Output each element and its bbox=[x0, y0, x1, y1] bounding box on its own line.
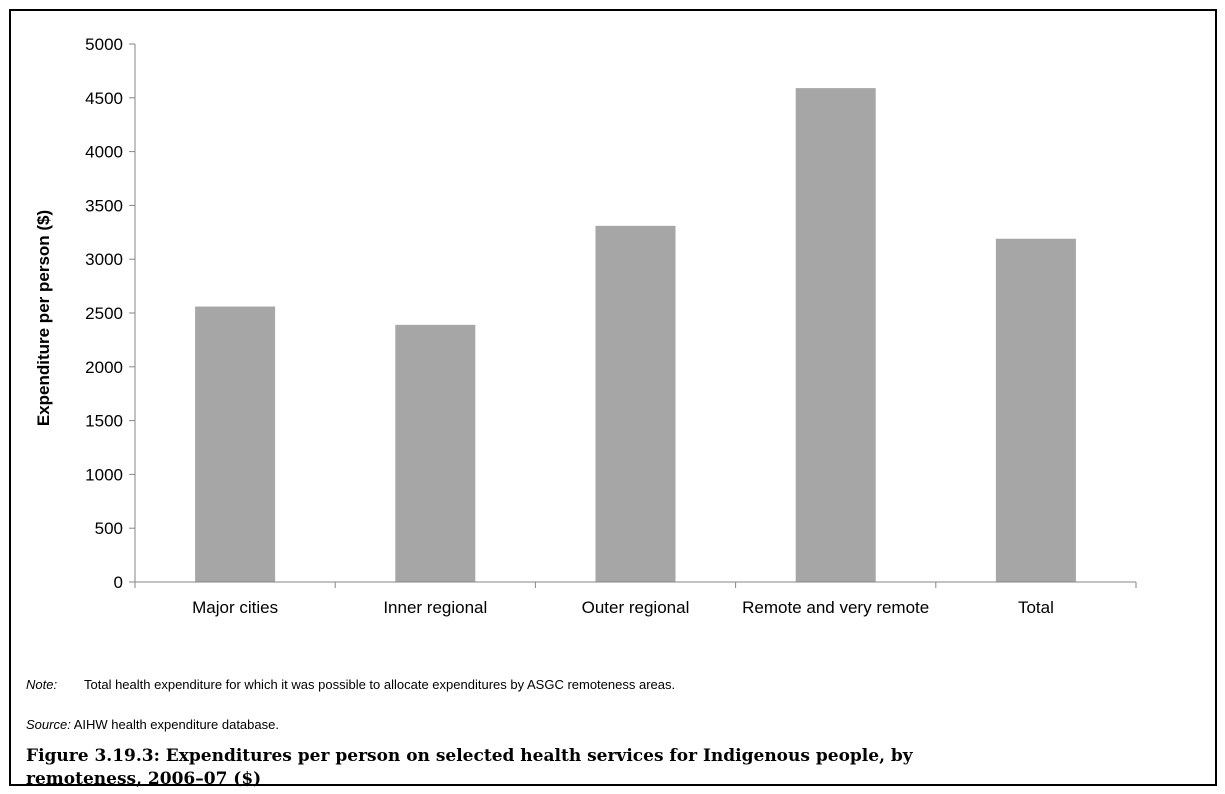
bars-group bbox=[195, 88, 1076, 583]
y-tick-label: 3000 bbox=[85, 250, 123, 269]
x-tick-label: Outer regional bbox=[582, 598, 690, 617]
x-tick-label: Inner regional bbox=[383, 598, 487, 617]
x-tick-label: Total bbox=[1018, 598, 1054, 617]
chart-note: Note: Total health expenditure for which … bbox=[26, 677, 675, 692]
y-axis-label: Expenditure per person ($) bbox=[34, 210, 53, 426]
y-tick-label: 3500 bbox=[85, 196, 123, 215]
bar-major-cities bbox=[195, 306, 276, 582]
bar-inner-regional bbox=[395, 324, 476, 582]
y-axis-ticks: 0 500 1000 1500 2000 2500 3000 3500 4000 4500 5000 bbox=[85, 35, 135, 592]
x-axis-ticks: Major cities Inner regional Outer regional… bbox=[134, 582, 1137, 617]
bar-total bbox=[995, 238, 1076, 583]
note-label: Note: bbox=[26, 677, 58, 692]
bar-remote-and-very-remote bbox=[795, 88, 876, 582]
y-tick-label: 5000 bbox=[85, 35, 123, 54]
y-tick-label: 500 bbox=[95, 519, 123, 538]
y-tick-label: 2500 bbox=[85, 304, 123, 323]
y-tick-label: 2000 bbox=[85, 358, 123, 377]
y-tick-label: 4500 bbox=[85, 89, 123, 108]
chart-source: Source: AIHW health expenditure database… bbox=[26, 717, 279, 732]
x-tick-label: Remote and very remote bbox=[742, 598, 929, 617]
y-tick-label: 1500 bbox=[85, 412, 123, 431]
figure-caption: Figure 3.19.3: Expenditures per person o… bbox=[26, 746, 913, 789]
note-text: Total health expenditure for which it wa… bbox=[84, 677, 676, 692]
bar-outer-regional bbox=[595, 225, 676, 582]
y-tick-label: 4000 bbox=[85, 143, 123, 162]
source-text: AIHW health expenditure database. bbox=[73, 717, 279, 732]
x-tick-label: Major cities bbox=[192, 598, 278, 617]
source-label: Source: bbox=[26, 717, 71, 732]
y-tick-label: 1000 bbox=[85, 465, 123, 484]
y-tick-label: 0 bbox=[114, 573, 123, 592]
